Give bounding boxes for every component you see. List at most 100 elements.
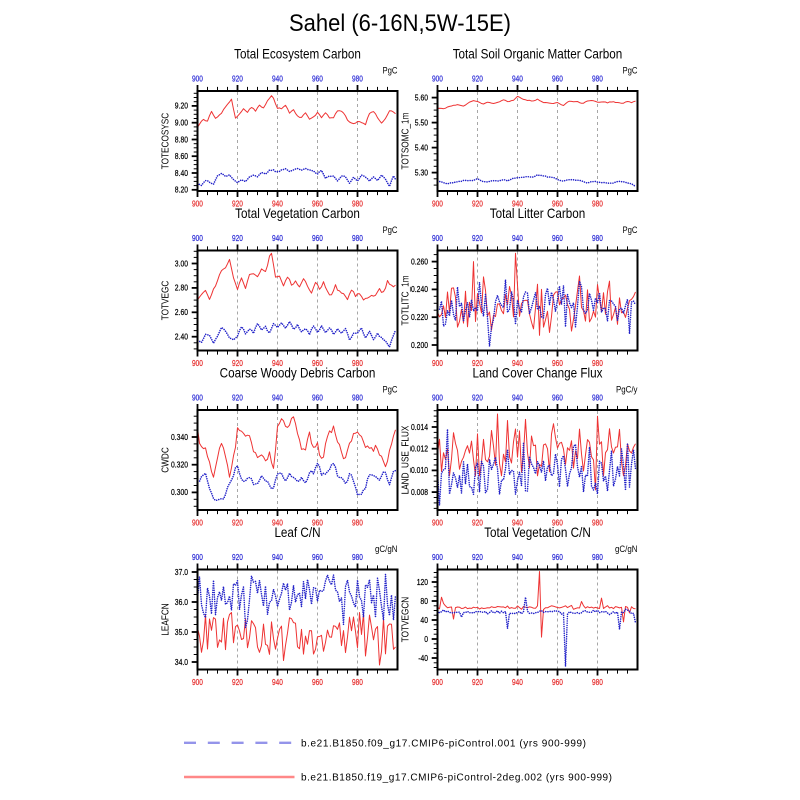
svg-text:960: 960	[312, 678, 323, 687]
svg-text:900: 900	[432, 553, 443, 562]
svg-text:TOTSOMC_1m: TOTSOMC_1m	[400, 112, 412, 169]
svg-text:940: 940	[272, 199, 283, 208]
svg-text:960: 960	[312, 518, 323, 527]
svg-text:LAND_USE_FLUX: LAND_USE_FLUX	[400, 426, 412, 495]
svg-text:0.008: 0.008	[411, 488, 428, 497]
svg-text:920: 920	[232, 553, 243, 562]
svg-text:960: 960	[552, 393, 563, 402]
svg-text:980: 980	[352, 234, 363, 243]
svg-text:900: 900	[432, 199, 443, 208]
svg-text:940: 940	[512, 393, 523, 402]
svg-text:5.60: 5.60	[415, 93, 429, 102]
svg-text:920: 920	[472, 199, 483, 208]
svg-text:8.40: 8.40	[175, 169, 189, 178]
svg-text:980: 980	[352, 359, 363, 368]
svg-text:Leaf C/N: Leaf C/N	[274, 524, 320, 540]
svg-text:900: 900	[432, 678, 443, 687]
svg-text:980: 980	[592, 393, 603, 402]
svg-text:PgC: PgC	[383, 65, 398, 76]
svg-text:0.010: 0.010	[411, 466, 428, 475]
svg-text:gC/gN: gC/gN	[615, 544, 638, 555]
svg-text:920: 920	[232, 518, 243, 527]
svg-text:8.20: 8.20	[175, 186, 189, 195]
svg-text:940: 940	[512, 199, 523, 208]
svg-text:0.240: 0.240	[411, 285, 428, 294]
svg-text:960: 960	[552, 234, 563, 243]
svg-text:0.300: 0.300	[171, 488, 188, 497]
svg-text:980: 980	[592, 234, 603, 243]
svg-text:CWDC: CWDC	[160, 447, 172, 473]
svg-text:920: 920	[472, 678, 483, 687]
svg-text:980: 980	[352, 393, 363, 402]
svg-text:TOTECOSYSC: TOTECOSYSC	[160, 112, 172, 169]
svg-text:920: 920	[472, 553, 483, 562]
svg-text:900: 900	[192, 199, 203, 208]
svg-text:900: 900	[192, 359, 203, 368]
svg-text:Coarse Woody Debris Carbon: Coarse Woody Debris Carbon	[220, 365, 376, 381]
svg-text:920: 920	[232, 234, 243, 243]
svg-text:960: 960	[312, 359, 323, 368]
svg-text:940: 940	[512, 234, 523, 243]
svg-text:PgC/y: PgC/y	[616, 384, 638, 395]
svg-text:920: 920	[232, 359, 243, 368]
svg-text:120: 120	[417, 578, 429, 587]
svg-text:5.50: 5.50	[415, 118, 429, 127]
svg-text:34.0: 34.0	[175, 658, 189, 667]
svg-text:2.80: 2.80	[175, 284, 189, 293]
svg-text:940: 940	[512, 678, 523, 687]
svg-text:960: 960	[552, 678, 563, 687]
svg-text:980: 980	[352, 518, 363, 527]
svg-text:940: 940	[512, 359, 523, 368]
svg-text:0.320: 0.320	[171, 461, 188, 470]
svg-text:LEAFCN: LEAFCN	[160, 603, 172, 635]
svg-text:TOTLITC_1m: TOTLITC_1m	[400, 275, 412, 325]
svg-text:980: 980	[352, 199, 363, 208]
svg-text:940: 940	[272, 553, 283, 562]
svg-text:-40: -40	[418, 654, 428, 663]
svg-text:TOTVEGCN: TOTVEGCN	[400, 597, 412, 643]
svg-text:PgC: PgC	[383, 225, 398, 236]
svg-text:900: 900	[432, 74, 443, 83]
svg-text:Total Soil Organic Matter Carb: Total Soil Organic Matter Carbon	[453, 46, 623, 62]
svg-text:960: 960	[312, 74, 323, 83]
svg-text:gC/gN: gC/gN	[375, 544, 398, 555]
svg-text:900: 900	[432, 359, 443, 368]
svg-text:2.40: 2.40	[175, 333, 189, 342]
svg-text:900: 900	[432, 234, 443, 243]
svg-text:960: 960	[312, 393, 323, 402]
svg-text:920: 920	[232, 393, 243, 402]
svg-text:0.012: 0.012	[411, 445, 428, 454]
svg-text:80: 80	[420, 597, 428, 606]
svg-text:960: 960	[552, 199, 563, 208]
svg-text:0.260: 0.260	[411, 257, 428, 266]
svg-text:0.014: 0.014	[411, 423, 428, 432]
svg-text:920: 920	[472, 393, 483, 402]
svg-text:920: 920	[232, 199, 243, 208]
svg-text:8.60: 8.60	[175, 152, 189, 161]
svg-text:Land Cover Change Flux: Land Cover Change Flux	[473, 365, 603, 381]
svg-text:980: 980	[352, 678, 363, 687]
svg-text:940: 940	[272, 678, 283, 687]
svg-text:3.00: 3.00	[175, 259, 189, 268]
svg-text:980: 980	[592, 553, 603, 562]
svg-text:940: 940	[512, 74, 523, 83]
svg-text:Total Vegetation C/N: Total Vegetation C/N	[484, 524, 591, 540]
svg-text:980: 980	[592, 359, 603, 368]
svg-text:35.0: 35.0	[175, 628, 189, 637]
svg-text:980: 980	[352, 74, 363, 83]
svg-text:Total Vegetation Carbon: Total Vegetation Carbon	[235, 205, 360, 221]
svg-text:960: 960	[312, 553, 323, 562]
svg-text:960: 960	[312, 199, 323, 208]
svg-text:8.80: 8.80	[175, 135, 189, 144]
svg-text:5.30: 5.30	[415, 168, 429, 177]
svg-text:940: 940	[512, 553, 523, 562]
svg-text:980: 980	[592, 199, 603, 208]
svg-text:900: 900	[192, 678, 203, 687]
svg-text:0: 0	[424, 635, 428, 644]
svg-text:920: 920	[232, 74, 243, 83]
svg-text:920: 920	[472, 234, 483, 243]
svg-text:960: 960	[552, 553, 563, 562]
svg-text:PgC: PgC	[623, 65, 638, 76]
svg-text:940: 940	[512, 518, 523, 527]
svg-text:9.00: 9.00	[175, 119, 189, 128]
